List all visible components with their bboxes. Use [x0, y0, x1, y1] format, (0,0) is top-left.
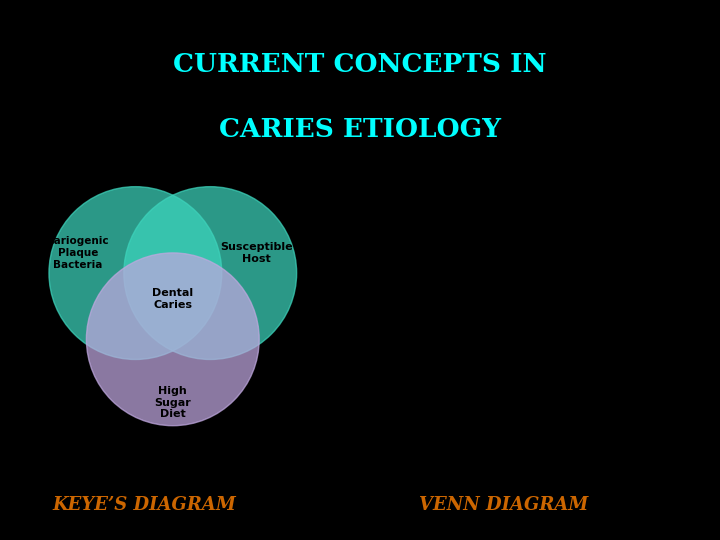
- Text: SALIVA: SALIVA: [521, 438, 552, 447]
- Circle shape: [86, 253, 259, 426]
- Text: FLORA: FLORA: [607, 330, 639, 340]
- Circle shape: [49, 187, 222, 360]
- Text: KEYE’S DIAGRAM: KEYE’S DIAGRAM: [52, 496, 236, 514]
- Text: SUBSTRATE: SUBSTRATE: [432, 330, 480, 340]
- Text: SALIVA: SALIVA: [521, 171, 552, 180]
- Text: Susceptible
Host: Susceptible Host: [220, 242, 292, 264]
- Text: CARIES ETIOLOGY: CARIES ETIOLOGY: [219, 117, 501, 142]
- Text: HOST: HOST: [521, 250, 552, 260]
- Text: VENN DIAGRAM: VENN DIAGRAM: [419, 496, 589, 514]
- Circle shape: [124, 187, 297, 360]
- Text: CURRENT CONCEPTS IN: CURRENT CONCEPTS IN: [174, 52, 546, 77]
- Text: C
A
R
I
E
S: C A R I E S: [541, 301, 545, 329]
- Text: Cariogenic
Plaque
Bacteria: Cariogenic Plaque Bacteria: [47, 237, 109, 269]
- Text: High
Sugar
Diet: High Sugar Diet: [154, 386, 192, 419]
- Text: Dental
Caries: Dental Caries: [152, 288, 194, 310]
